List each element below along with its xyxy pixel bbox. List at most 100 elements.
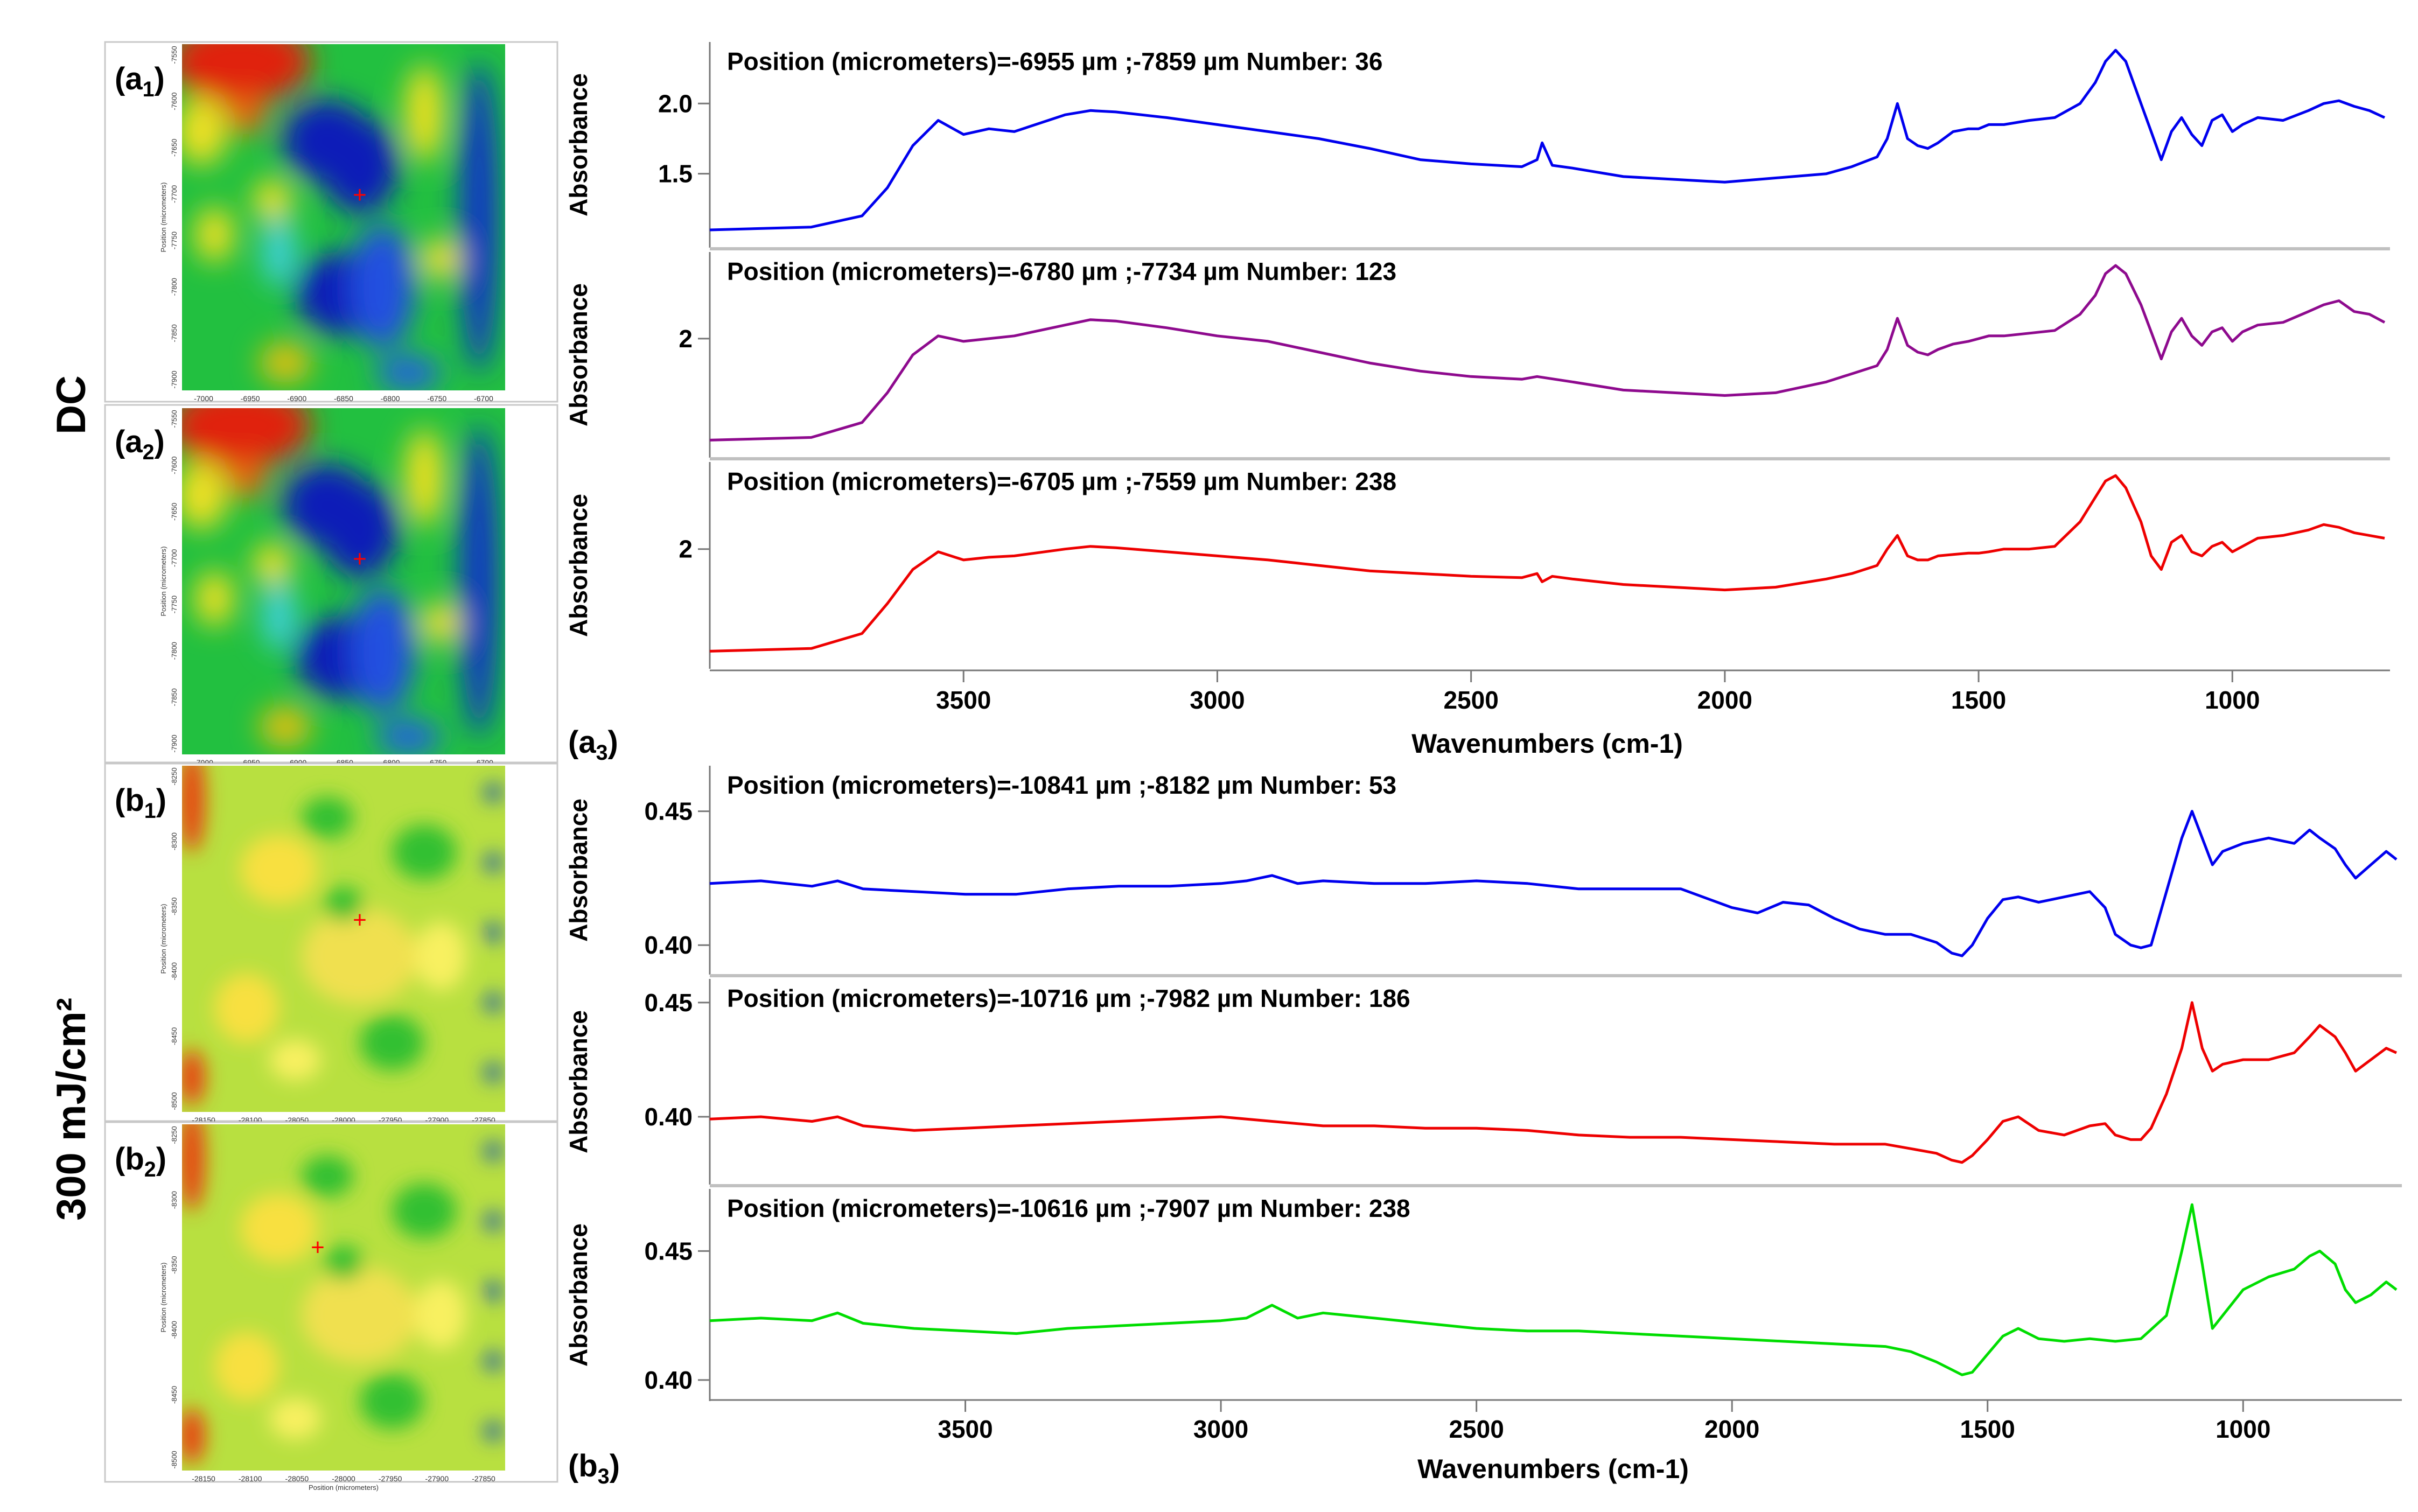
map-region: [182, 1049, 205, 1105]
map-intensity: [182, 408, 499, 754]
map-intensity: [182, 766, 502, 1105]
map-region: [415, 921, 466, 991]
x-tick-label: 2000: [1697, 686, 1752, 714]
map-region: [260, 341, 311, 384]
map-region: [421, 238, 460, 280]
map-panel-label: (b1): [115, 783, 166, 823]
x-tick-label: 1000: [2216, 1415, 2270, 1443]
spectrum-subplot-3: 0.40 0.45 Absorbance Position (micrometers)…: [564, 1189, 2398, 1401]
map-y-label: Position (micrometers): [159, 1262, 167, 1332]
map-region: [182, 1408, 205, 1464]
map-region: [376, 719, 441, 754]
map-y-tick: -7600: [170, 93, 178, 110]
map-x-tick: -27900: [425, 1474, 449, 1483]
y-tick-label: 0.40: [644, 1103, 693, 1131]
x-tick-label: 1000: [2205, 686, 2260, 714]
map-y-tick: -7900: [170, 370, 178, 388]
map-region: [324, 1245, 363, 1280]
map-region: [253, 179, 292, 221]
map-x-tick: -6700: [474, 394, 493, 403]
map-y-tick: -8500: [170, 1451, 178, 1468]
map-region: [195, 207, 234, 263]
map-x-label: Position (micrometers): [309, 1483, 379, 1492]
map-region: [269, 1397, 321, 1440]
map-panel-2: +-7000-6950-6900-6850-6800-6750-6700Posi…: [104, 404, 558, 775]
y-tick-label: 2: [679, 535, 693, 563]
map-y-tick: -7800: [170, 278, 178, 296]
map-marker: +: [353, 182, 367, 208]
x-tick-label: 2500: [1449, 1415, 1504, 1443]
map-region: [302, 1266, 418, 1363]
map-edge-spot: [485, 1353, 502, 1370]
map-x-tick: -6900: [287, 394, 306, 403]
map-region: [321, 117, 399, 214]
map-edge-spot: [485, 1064, 502, 1081]
y-axis-label: Absorbance: [564, 494, 592, 637]
y-tick-label: 0.45: [644, 797, 693, 825]
map-y-tick: -7700: [170, 185, 178, 203]
spectrum-subplot-2: 2 Absorbance Position (micrometers)=-6780 …: [564, 252, 2390, 460]
map-y-tick: -7750: [170, 596, 178, 613]
map-x-tick: -27850: [472, 1474, 495, 1483]
y-axis-label: Absorbance: [564, 799, 592, 942]
x-tick-label: 2000: [1704, 1415, 1759, 1443]
spectrum-line: [709, 1001, 2398, 1164]
map-marker: +: [311, 1234, 325, 1261]
map-y-label: Position (micrometers): [159, 904, 167, 974]
map-region: [360, 1014, 424, 1070]
map-y-tick: -7650: [170, 139, 178, 157]
map-region: [182, 766, 205, 852]
map-region: [214, 973, 279, 1043]
spectrum-line: [709, 48, 2386, 232]
map-y-tick: -7600: [170, 457, 178, 474]
map-y-tick: -8300: [170, 1191, 178, 1209]
map-region: [392, 1183, 457, 1239]
map-x-tick: -7000: [194, 394, 213, 403]
x-tick-label: 3500: [938, 1415, 993, 1443]
map-region: [302, 907, 418, 1005]
spectrum-line: [709, 810, 2398, 957]
map-y-tick: -8450: [170, 1027, 178, 1045]
map-region: [321, 481, 399, 578]
spectrum-subplot-1: 0.40 0.45 Absorbance Position (micrometers)…: [564, 766, 2402, 977]
map-image: [182, 408, 505, 754]
map-region: [253, 543, 292, 585]
map-x-tick: -6850: [334, 394, 353, 403]
map-image: [182, 766, 505, 1112]
y-axis-label: Absorbance: [564, 1223, 592, 1367]
map-y-tick: -7650: [170, 503, 178, 521]
y-tick-label: 2: [679, 325, 693, 353]
map-y-tick: -8400: [170, 962, 178, 980]
map-region: [460, 61, 499, 373]
spectra-group-1: 1.5 2.0 Absorbance Position (micrometers)=-…: [564, 42, 2390, 765]
map-edge-spot: [485, 1283, 502, 1300]
x-axis-label: Wavenumbers (cm-1): [1411, 729, 1683, 759]
map-y-tick: -7750: [170, 232, 178, 249]
map-intensity: [182, 1124, 502, 1464]
map-edge-spot: [485, 924, 502, 941]
x-tick-label: 1500: [1951, 686, 2006, 714]
spectrum-subplot-2: 0.40 0.45 Absorbance Position (micrometers)…: [564, 979, 2402, 1187]
chemical-maps: + -7000 -6950 -6900 -6850 -6800 -6750 -6700 Posi…: [104, 41, 558, 1492]
map-region: [240, 835, 318, 905]
spectra-panels: 1.5 2.0 Absorbance Position (micrometers)=-…: [564, 42, 2402, 1488]
map-edge-spot: [485, 1213, 502, 1230]
map-image: [182, 44, 505, 390]
map-region: [324, 887, 363, 922]
map-panel-label: (b2): [115, 1142, 166, 1181]
map-y-tick: -7900: [170, 734, 178, 752]
y-axis-label: Absorbance: [564, 283, 592, 426]
map-x-tick: -28150: [192, 1474, 215, 1483]
map-y-tick: -8250: [170, 767, 178, 785]
map-marker: +: [353, 907, 367, 933]
y-tick-label: 1.5: [658, 160, 693, 188]
y-axis-label: Absorbance: [564, 73, 592, 216]
spectrum-title: Position (micrometers)=-10716 µm ;-7982 …: [727, 984, 1410, 1012]
spectrum-subplot-3: 2 Absorbance Position (micrometers)=-6705 …: [564, 462, 2385, 669]
map-region: [260, 705, 311, 748]
map-region: [269, 1039, 321, 1081]
x-tick-label: 1500: [1960, 1415, 2015, 1443]
spectrum-title: Position (micrometers)=-10841 µm ;-8182 …: [727, 771, 1396, 799]
map-region: [214, 1332, 279, 1402]
